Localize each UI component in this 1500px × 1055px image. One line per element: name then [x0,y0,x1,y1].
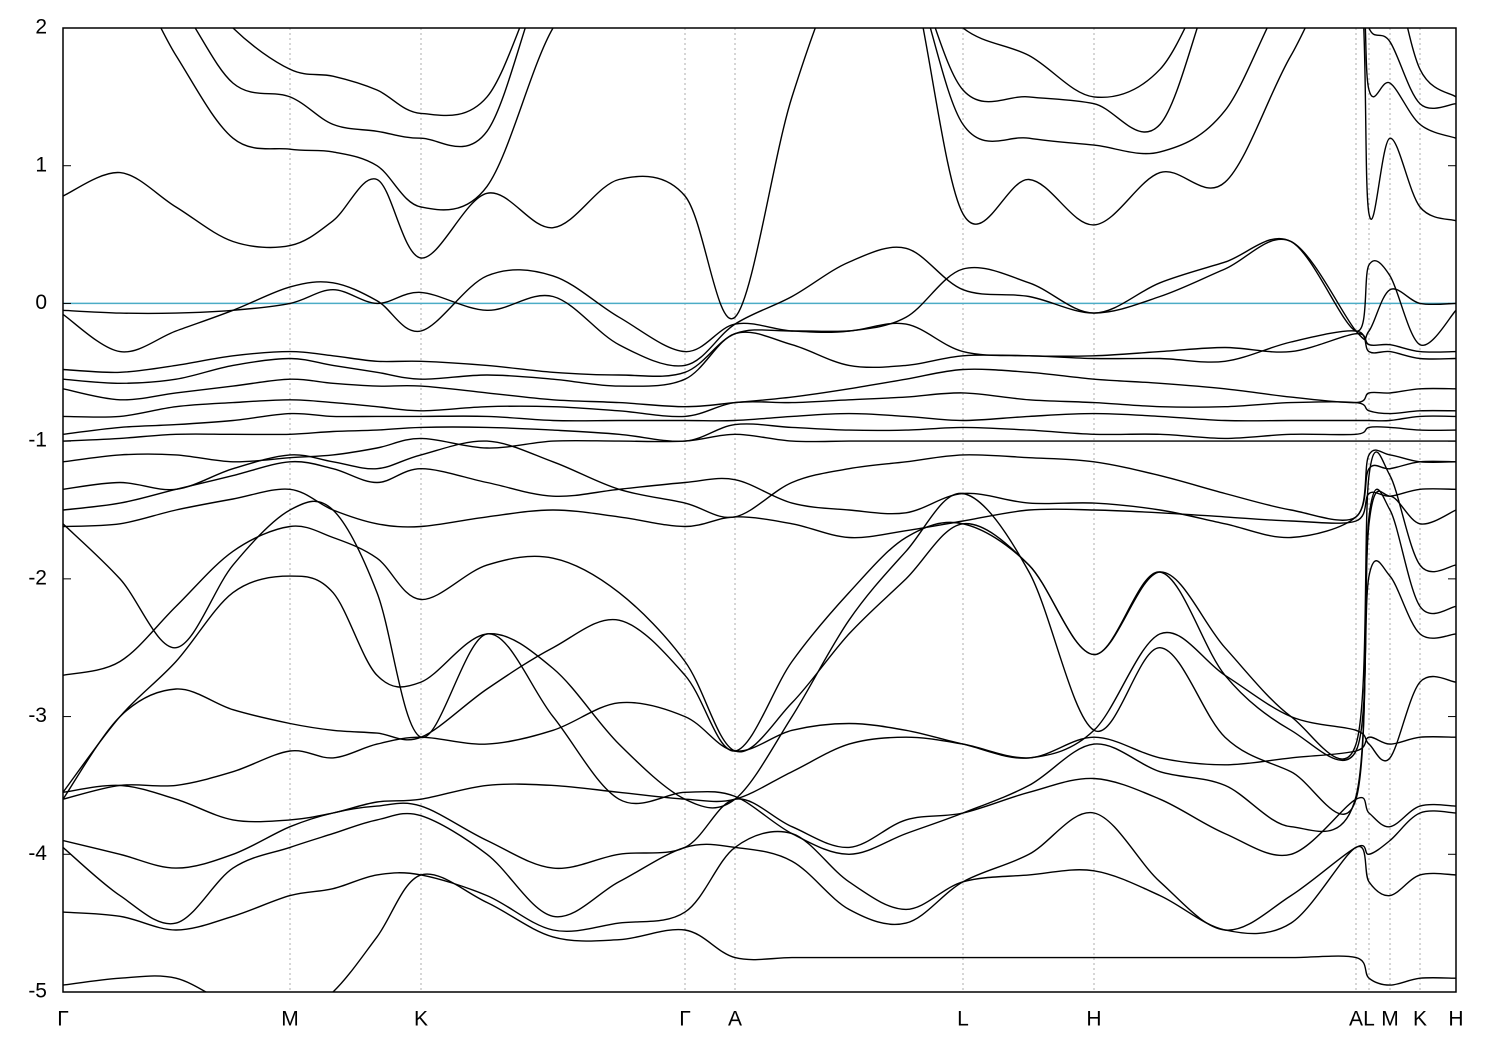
x-tick-label: A [728,1008,742,1031]
x-tick-label: L [957,1008,969,1031]
x-tick-label: Γ [679,1008,691,1031]
band-line [63,238,1456,367]
band-line [63,423,1456,443]
x-tick-label: L [1363,1008,1375,1031]
plot-frame [62,27,1457,993]
band-line [63,237,1456,353]
x-tick-label: H [1448,1008,1463,1031]
band-line [232,28,1456,117]
band-line [63,368,1456,408]
band-line [63,488,1456,815]
x-tick-label: K [414,1008,428,1031]
band-layer [63,28,1456,992]
y-tick-label: -4 [28,842,47,865]
band-line [63,451,1456,760]
y-tick-label: -1 [28,429,47,452]
x-tick-label: H [1086,1008,1101,1031]
x-tick-label: Γ [57,1008,69,1031]
band-line [63,460,1456,539]
y-tick-label: 0 [35,291,47,314]
band-line [194,28,1456,148]
band-line [63,810,1456,931]
x-tick-label: M [281,1008,299,1031]
band-line [63,412,1456,435]
y-tick-label: -5 [28,980,47,1003]
y-tick-label: 1 [35,153,47,176]
band-line [63,777,1456,870]
band-line [63,440,1456,521]
band-line [63,631,1456,800]
band-line [63,488,1456,539]
band-line [63,28,1456,320]
y-tick-label: 2 [35,16,47,39]
band-line [160,28,1456,211]
band-line [63,330,1456,387]
x-tick-label: K [1413,1008,1427,1031]
x-tick-label: M [1381,1008,1399,1031]
x-tick-label: A [1349,1008,1363,1031]
y-tick-label: -2 [28,566,47,589]
band-line [63,521,1456,800]
band-line [63,433,1456,463]
band-line [63,873,1456,992]
y-tick-label: -3 [28,704,47,727]
band-line [63,490,1456,856]
